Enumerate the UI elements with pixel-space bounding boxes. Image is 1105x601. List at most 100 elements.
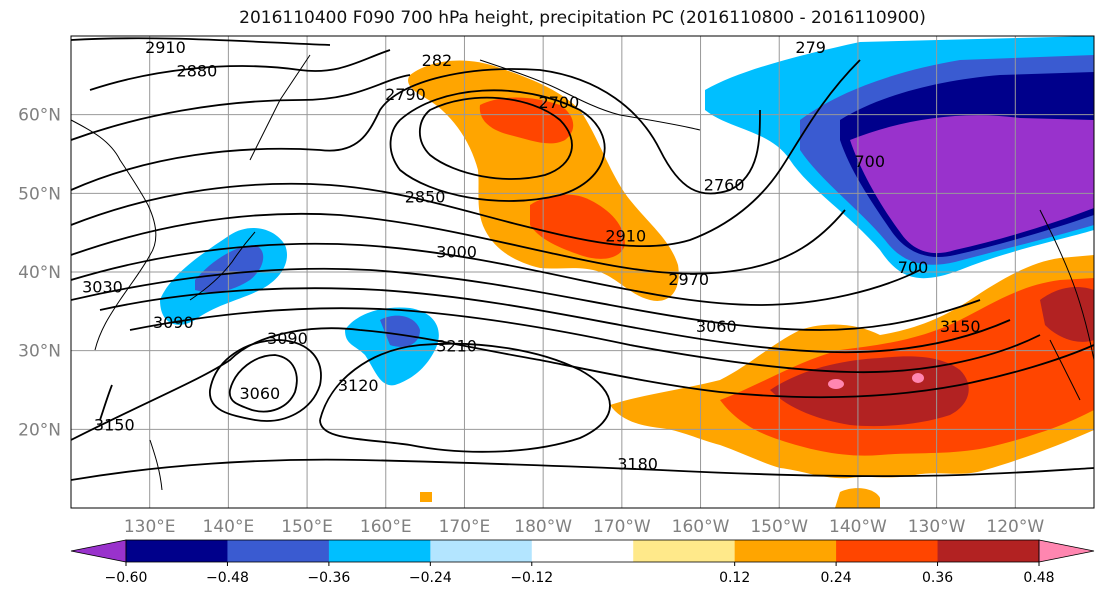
contour-label: 700 (854, 152, 885, 171)
positive-precip-region-east-deep (1040, 287, 1094, 342)
lon-tick-label: 120°W (986, 517, 1044, 537)
contour-label: 2790 (385, 85, 426, 104)
colorbar-frame (125, 539, 1040, 563)
negative-precip-region-central-pacific-mid (380, 315, 420, 347)
contour-line-12 (319, 342, 611, 453)
lon-tick-label: 160°W (672, 517, 730, 537)
contour-label: 3090 (267, 329, 308, 348)
colorbar: −0.60 −0.48 −0.36 −0.24 −0.12 0.12 0.24 0.36 0.4… (70, 539, 1095, 586)
lat-tick-label: 60°N (18, 106, 61, 126)
negative-precip-region-japan-mid (195, 245, 264, 293)
coastline-asia (71, 119, 157, 351)
colorbar-tick-label: −0.24 (409, 570, 452, 586)
coastline-baja (1049, 339, 1081, 401)
colorbar-segment (633, 540, 736, 562)
height-contours (71, 37, 1094, 481)
contour-label: 3060 (240, 384, 281, 403)
colorbar-tick-label: 0.12 (719, 570, 750, 586)
contour-label: 3090 (153, 313, 194, 332)
contour-label: 2970 (668, 270, 709, 289)
colorbar-tick-label: 0.36 (922, 570, 953, 586)
lon-tick-label: 130°W (908, 517, 966, 537)
contour-label: 2760 (704, 175, 745, 194)
colorbar-segment (531, 540, 634, 562)
colorbar-segment (836, 540, 939, 562)
contour-label: 2880 (177, 61, 218, 80)
positive-precip-speck (420, 492, 432, 502)
colorbar-tick-label: −0.60 (105, 570, 148, 586)
contour-line-high-1 (209, 339, 322, 422)
colorbar-tick-label: 0.48 (1023, 570, 1054, 586)
lat-tick-label: 30°N (18, 342, 61, 362)
colorbar-segment (227, 540, 330, 562)
lon-tick-label: 160°E (360, 517, 412, 537)
gridlines (71, 36, 1094, 508)
contour-label: 700 (898, 258, 929, 277)
contour-line-7 (71, 209, 846, 275)
contour-label: 282 (422, 51, 453, 70)
contour-line-4 (389, 89, 606, 202)
contour-label: 3000 (436, 242, 477, 261)
colorbar-segment (937, 540, 1040, 562)
lon-tick-label: 140°E (203, 517, 255, 537)
contour-line-low-1 (418, 96, 573, 180)
positive-precip-max-1 (828, 379, 844, 389)
contour-label: 3060 (696, 317, 737, 336)
contour-line-8 (71, 242, 921, 306)
lat-tick-label: 40°N (18, 263, 61, 283)
contour-label: 3210 (436, 337, 477, 356)
contour-line-14 (71, 458, 1094, 481)
colorbar-tick-label: −0.36 (307, 570, 350, 586)
contour-line-1 (71, 37, 331, 46)
contour-label: 2910 (145, 38, 186, 57)
contour-line-6 (71, 59, 861, 248)
lon-tick-label: 150°W (750, 517, 808, 537)
contour-label: 279 (795, 38, 826, 57)
positive-precip-max-2 (912, 373, 924, 383)
longitude-labels: 130°E 140°E 150°E 160°E 170°E 180°W 170°W 160°W… (124, 517, 1045, 537)
colorbar-segment (430, 540, 533, 562)
coastline-japan (189, 231, 256, 301)
contour-labels: 2910 2880 2790 282 2700 279 2760 700 2850 2910 300… (82, 38, 981, 474)
contour-line-10 (99, 287, 1011, 354)
latitude-labels: 20°N 30°N 40°N 50°N 60°N (18, 106, 61, 441)
contour-label: 3120 (338, 376, 379, 395)
contour-line-2 (89, 49, 391, 91)
colorbar-tick-label: 0.24 (821, 570, 852, 586)
lon-tick-label: 130°E (124, 517, 176, 537)
contour-line-5 (71, 68, 761, 195)
lat-tick-label: 20°N (18, 420, 61, 440)
contour-label: 2910 (605, 227, 646, 246)
lon-tick-label: 180°W (514, 517, 572, 537)
lon-tick-label: 140°W (829, 517, 887, 537)
map-frame (70, 35, 1095, 509)
contour-label: 3180 (617, 455, 658, 474)
contour-label: 2850 (405, 187, 446, 206)
contour-label: 3150 (94, 415, 135, 434)
coastline-philippines (149, 439, 163, 491)
colorbar-tick-label: −0.48 (206, 570, 249, 586)
lat-tick-label: 50°N (18, 184, 61, 204)
colorbar-tick-label: −0.12 (510, 570, 553, 586)
positive-precip-region-north-pacific-mid1 (479, 97, 574, 144)
lon-tick-label: 170°E (439, 517, 491, 537)
contour-label: 3030 (82, 278, 123, 297)
colorbar-segment (734, 540, 837, 562)
colorbar-segment (328, 540, 431, 562)
lon-tick-label: 150°E (281, 517, 333, 537)
coastline-north-america (1039, 209, 1094, 361)
contour-label: 3150 (940, 317, 981, 336)
lon-tick-label: 170°W (593, 517, 651, 537)
chart-title: 2016110400 F090 700 hPa height, precipit… (239, 8, 926, 28)
negative-precip-region-northeast-core (850, 115, 1094, 254)
colorbar-extend-high (1038, 539, 1095, 563)
coastline-alaska (479, 59, 701, 131)
colorbar-segment (126, 540, 228, 562)
colorbar-extend-low (70, 539, 127, 563)
contour-line-11 (129, 307, 1041, 374)
contour-line-3 (71, 74, 411, 141)
contour-line-high-2 (228, 354, 298, 413)
contour-line-9 (71, 267, 981, 331)
contour-line-15 (99, 384, 113, 421)
